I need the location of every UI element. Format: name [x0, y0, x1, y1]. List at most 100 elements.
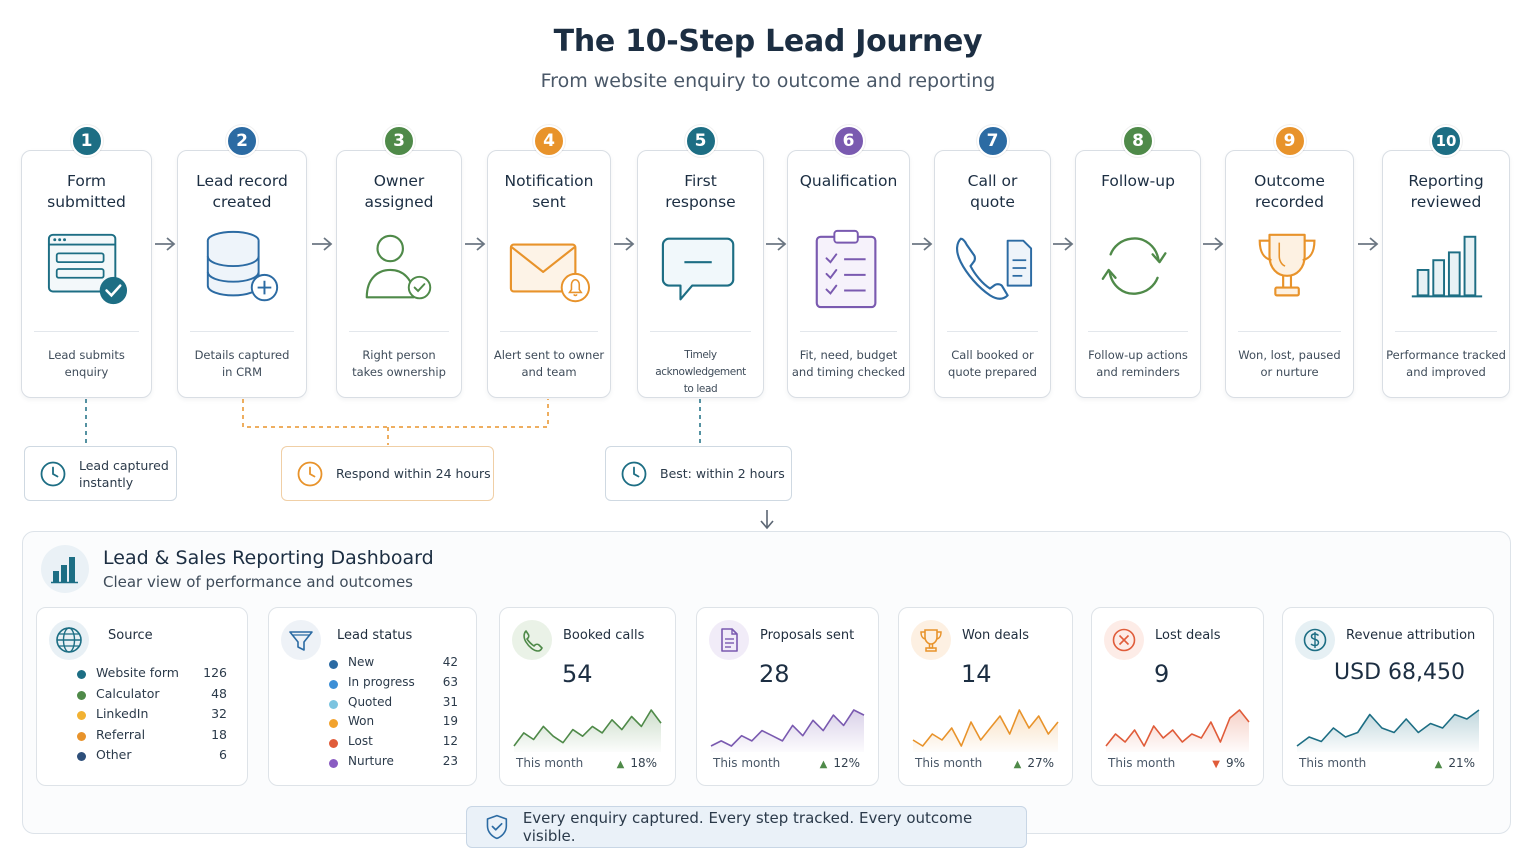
arrow-right-icon	[912, 237, 933, 251]
step-divider	[190, 331, 294, 332]
list-item-label: Won	[348, 714, 375, 729]
step-description: Fit, need, budget and timing checked	[791, 348, 906, 379]
metric-change-value: 21%	[1448, 756, 1475, 770]
step-number-badge: 2	[226, 125, 258, 157]
step-card-2: Lead record created Details captured in C…	[177, 150, 307, 398]
list-item: Nurture 23	[329, 754, 458, 774]
step-card-7: Call or quote Call booked or quote prepar…	[934, 150, 1051, 398]
step-description: Follow-up actions and reminders	[1088, 348, 1188, 379]
step-description: Call booked or quote prepared	[948, 348, 1037, 379]
sparkline-line	[912, 709, 1059, 747]
connector-step2-4-bracket	[242, 399, 549, 428]
metric-change: ▲ 21%	[1435, 756, 1475, 770]
step-title: Outcome recorded	[1254, 172, 1325, 211]
sparkline-chart	[513, 709, 662, 752]
clock-icon	[621, 461, 647, 486]
metric-title: Lost deals	[1155, 628, 1221, 643]
list-item-label: Calculator	[96, 685, 160, 701]
step-title: Lead record created	[196, 172, 288, 211]
metric-value: USD 68,450	[1334, 660, 1465, 685]
timer-label: Best: within 2 hours	[660, 466, 785, 481]
step-card-10: Reporting reviewed Performance tracked an…	[1382, 150, 1510, 398]
footer-text: Every enquiry captured. Every step track…	[522, 809, 973, 845]
footer-banner: Every enquiry captured. Every step track…	[466, 806, 1027, 848]
user-check-icon	[365, 234, 432, 300]
timer-lead-captured: Lead captured instantly	[24, 446, 177, 501]
step-number-badge: 6	[832, 125, 865, 157]
lead-status-card: Lead status New 42 In progress 63 Quoted 31 Wo…	[268, 607, 477, 786]
dashboard-logo	[41, 545, 89, 593]
step-description: Timely acknowledgement to lead	[655, 349, 746, 395]
source-title: Source	[108, 628, 153, 643]
step-divider	[34, 331, 139, 332]
page-title: The 10-Step Lead Journey	[553, 24, 983, 59]
trend-up-icon: ▲	[616, 759, 625, 770]
list-item-value: 126	[203, 665, 227, 680]
legend-dot	[77, 731, 86, 741]
metric-title: Booked calls	[563, 628, 645, 643]
sparkline-area	[1106, 710, 1249, 752]
step-card-8: Follow-up Follow-up actions and reminders	[1075, 150, 1201, 398]
timer-label: Respond within 24 hours	[336, 466, 491, 481]
trend-up-icon: ▲	[1434, 759, 1443, 770]
document-icon	[709, 620, 749, 660]
list-item-label: Lost	[348, 734, 373, 749]
envelope-bell-icon	[509, 243, 591, 303]
bar-chart-icon	[51, 557, 78, 584]
step-description: Performance tracked and improved	[1386, 348, 1506, 379]
trend-down-icon: ▼	[1212, 759, 1220, 770]
legend-dot	[329, 739, 338, 749]
step-description: Details captured in CRM	[194, 348, 290, 379]
clock-icon	[297, 461, 323, 486]
list-item-label: In progress	[348, 674, 415, 689]
database-add-icon	[206, 230, 279, 302]
trophy-icon	[1258, 233, 1315, 297]
list-item-label: Referral	[96, 726, 146, 742]
source-list: Website form 126 Calculator 48 LinkedIn 32 Ref…	[77, 665, 227, 768]
step-card-3: Owner assigned Right person takes ownersh…	[336, 150, 462, 398]
metric-change: ▼ 9%	[1212, 756, 1245, 770]
step-divider	[1395, 331, 1497, 332]
metric-change: ▲ 18%	[617, 756, 657, 770]
list-item: Other 6	[77, 747, 227, 768]
legend-dot	[77, 670, 86, 679]
step-description: Won, lost, paused or nurture	[1238, 348, 1341, 379]
sparkline-line	[1105, 709, 1250, 747]
phone-icon	[512, 620, 552, 660]
arrow-right-icon	[1358, 237, 1379, 251]
list-item-label: Quoted	[348, 694, 393, 709]
metric-card-dollar-circle: Revenue attribution USD 68,450 This month ▲…	[1282, 607, 1494, 786]
metric-change-value: 27%	[1027, 756, 1054, 770]
list-item-label: LinkedIn	[96, 706, 149, 721]
globe-icon	[49, 620, 89, 660]
metric-period: This month	[713, 756, 781, 770]
sparkline-line	[513, 709, 662, 747]
step-divider	[1238, 331, 1341, 332]
step-number-badge: 8	[1122, 125, 1154, 157]
step-number-badge: 1	[70, 125, 103, 157]
list-item-label: Nurture	[348, 753, 394, 768]
metric-value: 14	[961, 660, 992, 688]
list-item-value: 6	[219, 747, 227, 762]
legend-dot	[329, 660, 338, 669]
step-number-badge: 3	[383, 125, 415, 157]
dashboard-title: Lead & Sales Reporting Dashboard	[103, 547, 434, 569]
legend-dot	[329, 758, 338, 768]
metric-value: 54	[562, 660, 593, 688]
sparkline-chart	[1296, 709, 1480, 752]
lead-status-list: New 42 In progress 63 Quoted 31 Won 19 Lost 12 Nur…	[329, 655, 458, 774]
timer-label: Lead captured instantly	[79, 457, 169, 490]
list-item-value: 19	[442, 714, 458, 729]
step-card-6: Qualification Fit, need, budget and timin…	[787, 150, 910, 398]
metric-period: This month	[1108, 756, 1176, 770]
list-item-value: 63	[442, 674, 458, 689]
sparkline-chart	[912, 709, 1059, 752]
list-item: LinkedIn 32	[77, 706, 227, 727]
refresh-cycle-icon	[1101, 237, 1167, 295]
step-card-5: First response Timely acknowledgement to …	[637, 150, 764, 398]
list-item-value: 48	[211, 685, 227, 701]
metric-card-x-circle: Lost deals 9 This month ▼ 9%	[1091, 607, 1264, 786]
step-number-badge: 9	[1273, 125, 1306, 157]
sparkline-line	[710, 709, 865, 747]
step-title: Owner assigned	[364, 172, 434, 211]
